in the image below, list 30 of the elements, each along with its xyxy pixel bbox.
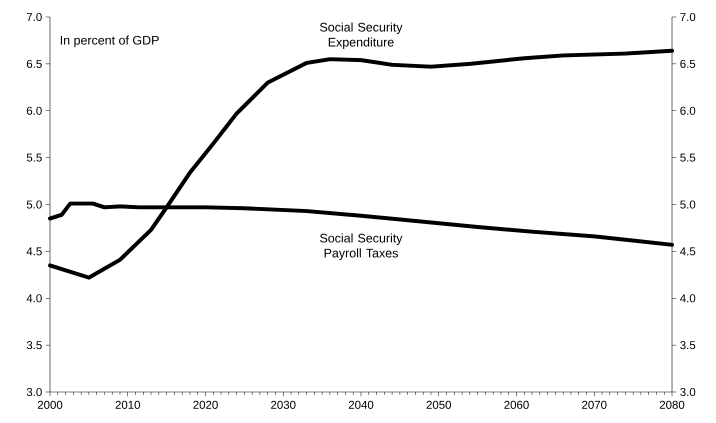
y2-tick-label: 5.0 xyxy=(680,200,696,209)
y2-tick-label: 4.5 xyxy=(680,247,696,256)
annotation: In percent of GDP xyxy=(60,36,159,48)
y2-tick-label: 6.5 xyxy=(680,60,696,68)
y2-tick-label: 5.5 xyxy=(680,154,696,162)
x-tick-label: 2060 xyxy=(504,400,529,409)
y2-tick-label: 3.5 xyxy=(680,341,696,350)
y2-tick-label: 3.0 xyxy=(680,388,696,396)
y-tick-label: 6.0 xyxy=(26,106,42,115)
y-tick-label: 6.5 xyxy=(26,60,42,68)
y-tick-label: 5.0 xyxy=(26,200,42,209)
y2-tick-label: 6.0 xyxy=(680,106,696,115)
x-tick-label: 2070 xyxy=(582,400,607,409)
x-tick-label: 2040 xyxy=(348,400,374,409)
y-tick-label: 3.5 xyxy=(26,341,42,350)
y2-tick-label: 7.0 xyxy=(680,12,696,22)
x-tick-label: 2000 xyxy=(38,400,62,409)
y-tick-label: 4.0 xyxy=(26,294,42,302)
x-tick-label: 2080 xyxy=(660,400,684,409)
y-tick-label: 5.5 xyxy=(26,154,42,162)
x-tick-label: 2050 xyxy=(426,400,452,409)
x-tick-label: 2030 xyxy=(271,400,296,409)
y-tick-label: 3.0 xyxy=(26,388,42,396)
y2-tick-label: 4.0 xyxy=(680,294,696,302)
series-label: Social Security Payroll Taxes xyxy=(320,233,402,260)
y-tick-label: 4.5 xyxy=(26,247,42,256)
series-label: Social Security Expenditure xyxy=(320,22,402,50)
x-tick-label: 2020 xyxy=(193,400,218,409)
y-tick-label: 7.0 xyxy=(26,12,42,22)
x-tick-label: 2010 xyxy=(116,400,140,409)
